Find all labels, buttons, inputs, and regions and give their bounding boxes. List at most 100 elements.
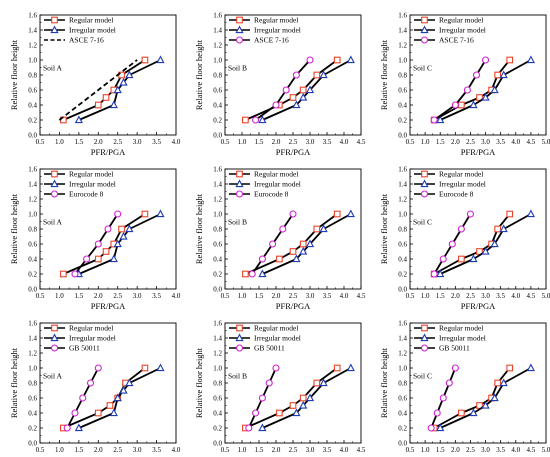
legend-marker (235, 25, 244, 34)
data-point (333, 210, 341, 218)
series-line-2 (439, 213, 532, 275)
chart-panel-1: 0.5 1.0 1.5 2.0 2.5 3.0 3.5 4.0 0.0 0.2 0.4 0.6 0.8 1… (9, 11, 181, 157)
x-tick-label: 2.5 (466, 446, 475, 454)
legend-entry: Regular model (69, 170, 113, 179)
x-tick-label: 4.0 (340, 446, 349, 454)
data-point (156, 209, 165, 218)
data-point (494, 71, 501, 79)
y-tick-label: 0.4 (398, 409, 407, 417)
y-tick-label: 0.4 (398, 101, 407, 109)
x-tick-label: 2.0 (451, 446, 460, 454)
x-tick-label: 2.5 (289, 292, 298, 300)
data-point (94, 255, 102, 263)
data-point (119, 231, 128, 240)
y-tick-label: 1.6 (28, 11, 37, 19)
data-point (430, 270, 438, 278)
chart-panel-5: 0.5 1.0 1.5 2.0 2.5 3.0 3.5 4.0 4.5 0.0 0.2 0.4 0.6 0… (194, 165, 366, 311)
x-tick-label: 2.5 (466, 138, 475, 146)
data-point (258, 255, 266, 263)
data-point (265, 379, 273, 387)
y-tick-label: 1.0 (398, 56, 407, 64)
y-tick-label: 0.4 (398, 255, 407, 263)
data-point (86, 379, 95, 387)
data-point (276, 255, 283, 263)
x-tick-label: 2.5 (113, 138, 122, 146)
y-tick-label: 0.2 (28, 424, 37, 432)
legend-entry: Irregular model (439, 26, 486, 35)
x-tick-label: 0.5 (406, 292, 415, 300)
legend-marker (236, 16, 243, 24)
soil-label: Soil C (413, 372, 432, 381)
data-point (448, 240, 456, 248)
y-tick-label: 0.4 (213, 101, 222, 109)
x-tick-label: 4.5 (357, 138, 366, 146)
legend-marker (235, 190, 244, 198)
data-point (499, 70, 508, 79)
data-point (451, 364, 459, 372)
y-tick-label: 0.4 (28, 255, 37, 263)
data-point (102, 248, 110, 255)
data-point (79, 394, 87, 402)
y-tick-label: 0.0 (28, 439, 37, 447)
data-point (319, 224, 328, 233)
data-point (319, 378, 328, 387)
x-tick-label: 3.5 (323, 292, 332, 300)
y-tick-label: 0.8 (398, 225, 407, 233)
data-point (63, 424, 71, 432)
data-point (469, 408, 478, 417)
y-tick-label: 0.4 (213, 255, 222, 263)
legend-marker (420, 36, 429, 44)
data-point (141, 364, 149, 372)
data-point (242, 116, 249, 124)
data-point (506, 56, 514, 64)
x-tick-label: 0.5 (36, 292, 45, 300)
data-point (299, 92, 308, 101)
x-tick-label: 3.0 (133, 138, 142, 146)
y-tick-label: 1.0 (213, 364, 222, 372)
legend-entry: Eurocode 8 (69, 190, 104, 199)
x-tick-label: 1.0 (238, 446, 247, 454)
y-axis-label: Relative floor height (9, 39, 19, 110)
x-tick-label: 1.0 (55, 292, 64, 300)
x-tick-label: 1.5 (255, 446, 264, 454)
soil-label: Soil A (43, 372, 63, 381)
data-point (156, 55, 165, 64)
data-point (74, 423, 83, 432)
y-tick-label: 1.4 (28, 334, 37, 342)
legend-entry: Regular model (439, 16, 483, 25)
x-tick-label: 3.5 (496, 138, 505, 146)
data-point (299, 400, 308, 409)
x-tick-label: 0.5 (406, 446, 415, 454)
y-tick-label: 1.6 (28, 319, 37, 327)
data-point (481, 400, 490, 409)
data-point (141, 210, 149, 218)
data-point (305, 239, 315, 248)
legend-marker (420, 344, 429, 352)
series-line-2 (262, 213, 352, 275)
x-tick-label: 4.0 (511, 292, 520, 300)
data-point (289, 210, 297, 218)
y-tick-label: 0.6 (398, 240, 407, 248)
series-line-1 (245, 213, 338, 275)
data-point (119, 385, 128, 394)
series-line-1 (62, 59, 146, 121)
x-tick-label: 4.0 (340, 292, 349, 300)
soil-label: Soil B (228, 218, 247, 227)
data-point (499, 224, 508, 233)
data-point (436, 115, 445, 124)
legend-marker (420, 179, 429, 188)
y-tick-label: 0.6 (213, 240, 222, 248)
x-axis-label: PFR/PGA (461, 301, 496, 311)
data-point (125, 224, 134, 233)
data-point (439, 255, 447, 263)
data-point (494, 379, 501, 387)
legend-entry: ASCE 7-16 (439, 36, 474, 45)
legend-marker (235, 333, 244, 342)
y-tick-label: 1.4 (398, 26, 407, 34)
data-point (252, 409, 260, 417)
data-point (472, 71, 481, 79)
x-tick-label: 1.5 (436, 138, 445, 146)
x-axis-label: PFR/PGA (276, 455, 311, 457)
legend-entry: Regular model (254, 170, 298, 179)
data-point (94, 240, 102, 248)
